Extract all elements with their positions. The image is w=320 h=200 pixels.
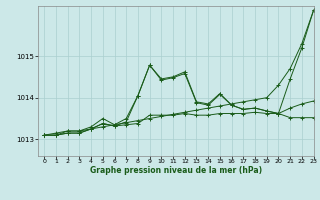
X-axis label: Graphe pression niveau de la mer (hPa): Graphe pression niveau de la mer (hPa) [90,166,262,175]
